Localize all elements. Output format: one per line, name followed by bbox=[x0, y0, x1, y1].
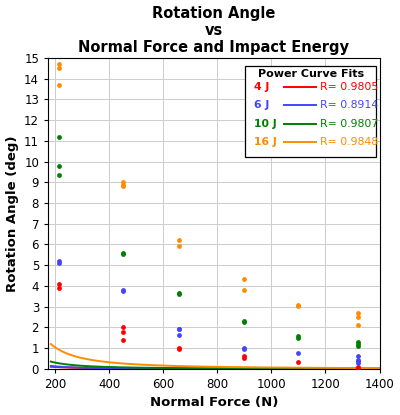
Point bbox=[241, 319, 248, 325]
Point bbox=[119, 328, 126, 335]
Y-axis label: Rotation Angle (deg): Rotation Angle (deg) bbox=[6, 135, 18, 292]
Point bbox=[295, 302, 302, 309]
Text: Power Curve Fits: Power Curve Fits bbox=[258, 69, 364, 79]
Point bbox=[119, 287, 126, 293]
Point bbox=[241, 276, 248, 282]
X-axis label: Normal Force (N): Normal Force (N) bbox=[150, 396, 278, 410]
Point bbox=[56, 285, 62, 291]
Point bbox=[355, 322, 361, 329]
Point bbox=[355, 314, 361, 320]
Point bbox=[295, 301, 302, 308]
Point bbox=[56, 65, 62, 72]
Text: R= 0.8914: R= 0.8914 bbox=[320, 100, 378, 110]
Point bbox=[119, 182, 126, 189]
Point bbox=[176, 331, 182, 338]
Text: 10 J: 10 J bbox=[254, 119, 276, 129]
Text: 6 J: 6 J bbox=[254, 100, 269, 110]
Point bbox=[295, 350, 302, 356]
Text: R= 0.9848: R= 0.9848 bbox=[320, 137, 378, 147]
Point bbox=[119, 249, 126, 256]
Point bbox=[56, 172, 62, 178]
Point bbox=[176, 291, 182, 298]
Point bbox=[295, 358, 302, 365]
Point bbox=[119, 179, 126, 186]
Point bbox=[119, 337, 126, 343]
Point bbox=[119, 183, 126, 190]
Point bbox=[176, 326, 182, 333]
Point bbox=[355, 357, 361, 364]
Point bbox=[355, 364, 361, 371]
Title: Rotation Angle
vs
Normal Force and Impact Energy: Rotation Angle vs Normal Force and Impac… bbox=[78, 5, 349, 55]
Point bbox=[56, 260, 62, 266]
Text: 4 J: 4 J bbox=[254, 82, 269, 92]
Point bbox=[241, 287, 248, 293]
Point bbox=[355, 356, 361, 363]
Point bbox=[56, 162, 62, 169]
Point bbox=[355, 359, 361, 366]
FancyBboxPatch shape bbox=[245, 66, 376, 157]
Point bbox=[241, 355, 248, 362]
Point bbox=[56, 133, 62, 140]
Point bbox=[176, 242, 182, 249]
Point bbox=[295, 332, 302, 339]
Point bbox=[119, 288, 126, 295]
Point bbox=[56, 281, 62, 287]
Point bbox=[176, 346, 182, 352]
Point bbox=[355, 353, 361, 360]
Point bbox=[355, 343, 361, 349]
Point bbox=[56, 258, 62, 264]
Point bbox=[176, 237, 182, 244]
Point bbox=[241, 345, 248, 352]
Point bbox=[176, 326, 182, 333]
Point bbox=[56, 81, 62, 88]
Text: R= 0.9805: R= 0.9805 bbox=[320, 82, 378, 92]
Point bbox=[355, 339, 361, 345]
Point bbox=[176, 290, 182, 296]
Point bbox=[355, 310, 361, 316]
Point bbox=[355, 364, 361, 370]
Point bbox=[119, 324, 126, 331]
Point bbox=[176, 345, 182, 352]
Point bbox=[56, 61, 62, 68]
Point bbox=[295, 334, 302, 341]
Point bbox=[241, 318, 248, 325]
Text: 16 J: 16 J bbox=[254, 137, 276, 147]
Point bbox=[355, 341, 361, 347]
Point bbox=[241, 353, 248, 360]
Point bbox=[119, 251, 126, 257]
Point bbox=[241, 346, 248, 352]
Text: R= 0.9807: R= 0.9807 bbox=[320, 119, 378, 129]
